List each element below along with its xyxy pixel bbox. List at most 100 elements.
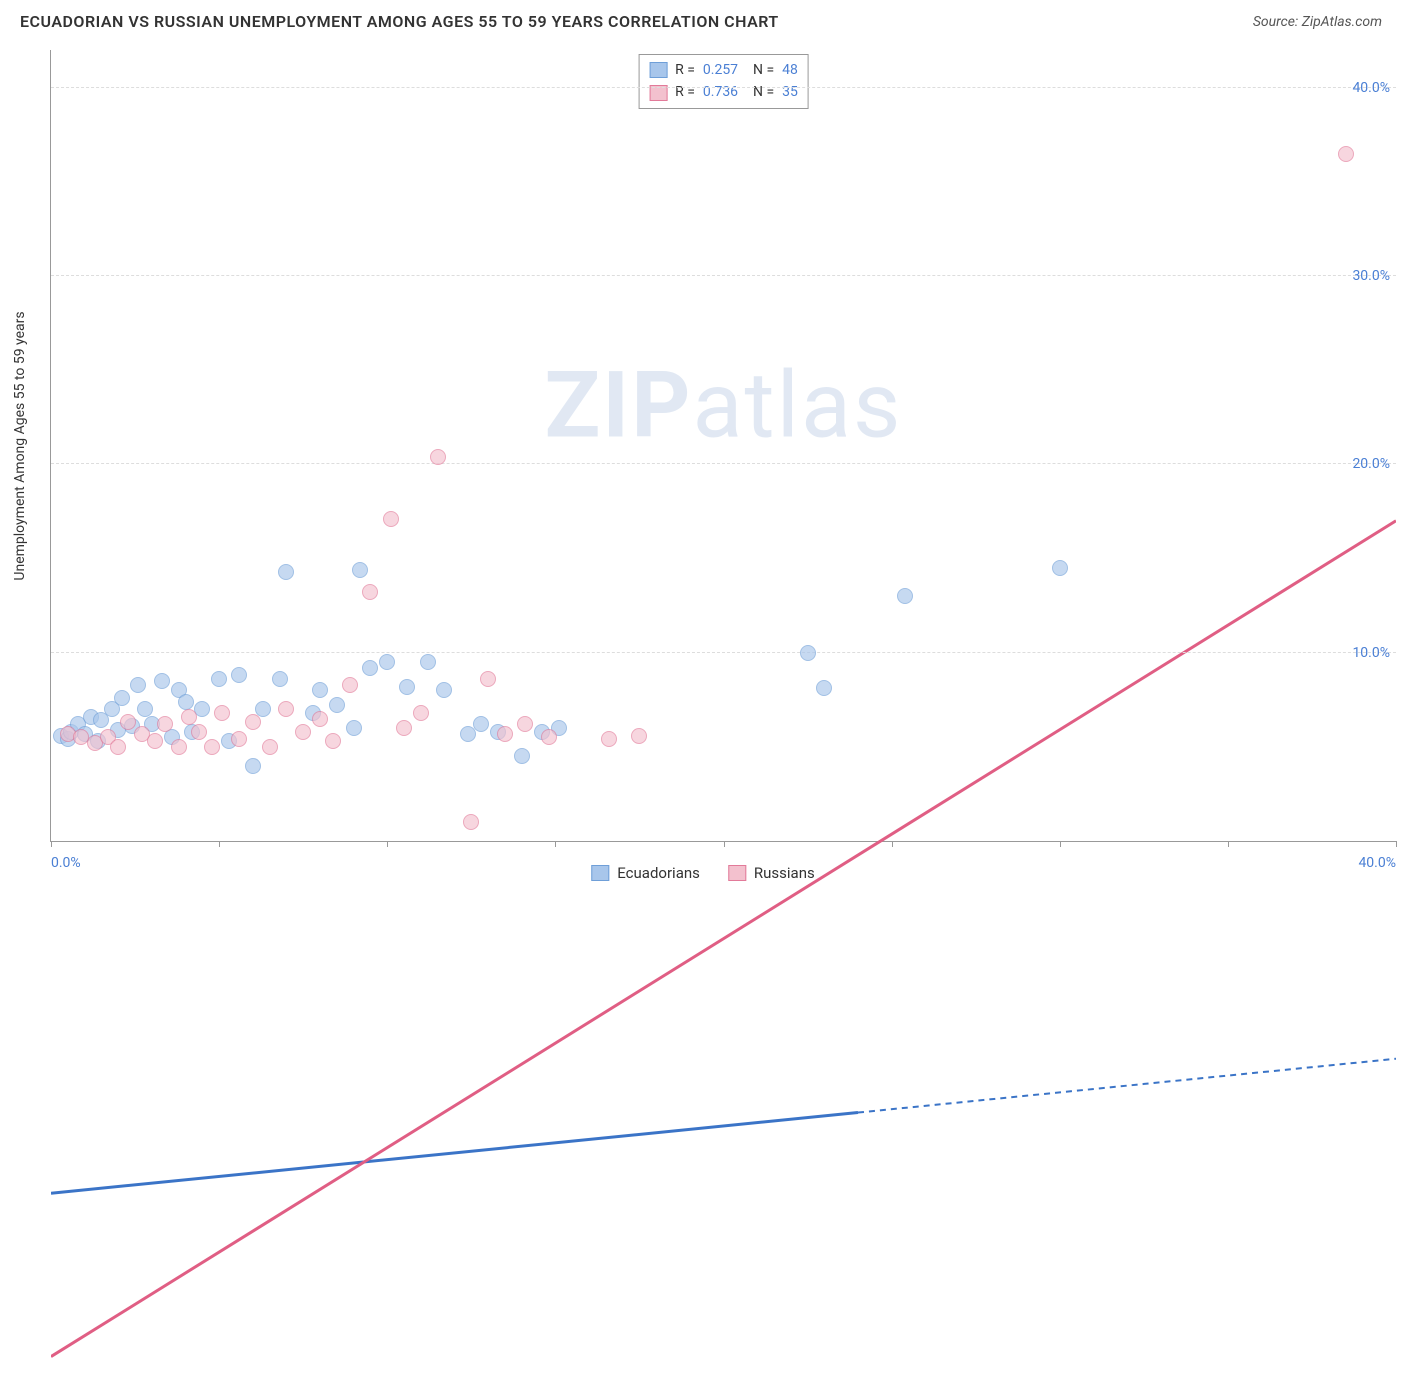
- n-label: N =: [746, 59, 774, 81]
- y-tick-label: 10.0%: [1352, 645, 1390, 661]
- data-point: [399, 679, 415, 695]
- stats-legend: R = 0.257 N = 48R = 0.736 N = 35: [638, 54, 809, 109]
- watermark-bold: ZIP: [544, 352, 692, 459]
- chart-source: Source: ZipAtlas.com: [1253, 14, 1382, 30]
- r-label: R =: [675, 81, 695, 103]
- data-point: [204, 739, 220, 755]
- data-point: [480, 671, 496, 687]
- data-point: [130, 677, 146, 693]
- watermark: ZIPatlas: [544, 352, 902, 459]
- legend-label: Ecuadorians: [617, 864, 700, 882]
- stats-row: R = 0.736 N = 35: [649, 81, 798, 103]
- data-point: [278, 564, 294, 580]
- data-point: [362, 660, 378, 676]
- legend-item: Russians: [728, 864, 815, 882]
- data-point: [278, 701, 294, 717]
- data-point: [436, 682, 452, 698]
- data-point: [463, 814, 479, 830]
- y-axis-label: Unemployment Among Ages 55 to 59 years: [12, 311, 28, 580]
- data-point: [191, 724, 207, 740]
- data-point: [178, 694, 194, 710]
- x-tick: [1060, 841, 1061, 847]
- y-tick-label: 30.0%: [1352, 268, 1390, 284]
- r-label: R =: [675, 59, 695, 81]
- y-tick-label: 20.0%: [1352, 456, 1390, 472]
- x-tick: [1228, 841, 1229, 847]
- data-point: [473, 716, 489, 732]
- data-point: [214, 705, 230, 721]
- x-tick: [724, 841, 725, 847]
- stats-row: R = 0.257 N = 48: [649, 59, 798, 81]
- data-point: [1338, 146, 1354, 162]
- data-point: [800, 645, 816, 661]
- data-point: [631, 728, 647, 744]
- data-point: [497, 726, 513, 742]
- r-value: 0.736: [703, 81, 738, 103]
- data-point: [262, 739, 278, 755]
- x-tick: [51, 841, 52, 847]
- data-point: [1052, 560, 1068, 576]
- data-point: [329, 697, 345, 713]
- data-point: [396, 720, 412, 736]
- n-label: N =: [746, 81, 774, 103]
- data-point: [816, 680, 832, 696]
- data-point: [231, 731, 247, 747]
- gridline: [51, 463, 1396, 464]
- data-point: [601, 731, 617, 747]
- data-point: [346, 720, 362, 736]
- data-point: [541, 729, 557, 745]
- data-point: [325, 733, 341, 749]
- x-tick: [555, 841, 556, 847]
- data-point: [295, 724, 311, 740]
- gridline: [51, 87, 1396, 88]
- data-point: [413, 705, 429, 721]
- data-point: [114, 690, 130, 706]
- x-tick: [387, 841, 388, 847]
- legend-label: Russians: [754, 864, 815, 882]
- data-point: [137, 701, 153, 717]
- data-point: [383, 511, 399, 527]
- data-point: [245, 758, 261, 774]
- x-tick: [219, 841, 220, 847]
- x-tick: [1396, 841, 1397, 847]
- plot-region: ZIPatlas R = 0.257 N = 48R = 0.736 N = 3…: [50, 50, 1396, 842]
- data-point: [342, 677, 358, 693]
- x-tick-label: 0.0%: [51, 855, 81, 871]
- data-point: [517, 716, 533, 732]
- r-value: 0.257: [703, 59, 738, 81]
- x-tick-label: 40.0%: [1358, 855, 1396, 871]
- data-point: [154, 673, 170, 689]
- y-tick-label: 40.0%: [1352, 80, 1390, 96]
- data-point: [352, 562, 368, 578]
- data-point: [272, 671, 288, 687]
- data-point: [430, 449, 446, 465]
- data-point: [362, 584, 378, 600]
- data-point: [181, 709, 197, 725]
- n-value: 48: [782, 59, 798, 81]
- legend-swatch: [591, 865, 609, 881]
- data-point: [120, 714, 136, 730]
- data-point: [157, 716, 173, 732]
- gridline: [51, 652, 1396, 653]
- chart-area: Unemployment Among Ages 55 to 59 years Z…: [50, 50, 1396, 842]
- gridline: [51, 275, 1396, 276]
- data-point: [211, 671, 227, 687]
- data-point: [231, 667, 247, 683]
- data-point: [171, 739, 187, 755]
- x-tick: [892, 841, 893, 847]
- data-point: [147, 733, 163, 749]
- legend-swatch: [728, 865, 746, 881]
- data-point: [312, 711, 328, 727]
- data-point: [897, 588, 913, 604]
- chart-header: ECUADORIAN VS RUSSIAN UNEMPLOYMENT AMONG…: [0, 0, 1406, 39]
- data-point: [312, 682, 328, 698]
- data-point: [514, 748, 530, 764]
- watermark-light: atlas: [693, 352, 903, 459]
- data-point: [420, 654, 436, 670]
- data-point: [110, 739, 126, 755]
- data-point: [245, 714, 261, 730]
- series-legend: Ecuadorians Russians: [591, 864, 814, 882]
- n-value: 35: [782, 81, 798, 103]
- data-point: [379, 654, 395, 670]
- chart-title: ECUADORIAN VS RUSSIAN UNEMPLOYMENT AMONG…: [20, 12, 779, 31]
